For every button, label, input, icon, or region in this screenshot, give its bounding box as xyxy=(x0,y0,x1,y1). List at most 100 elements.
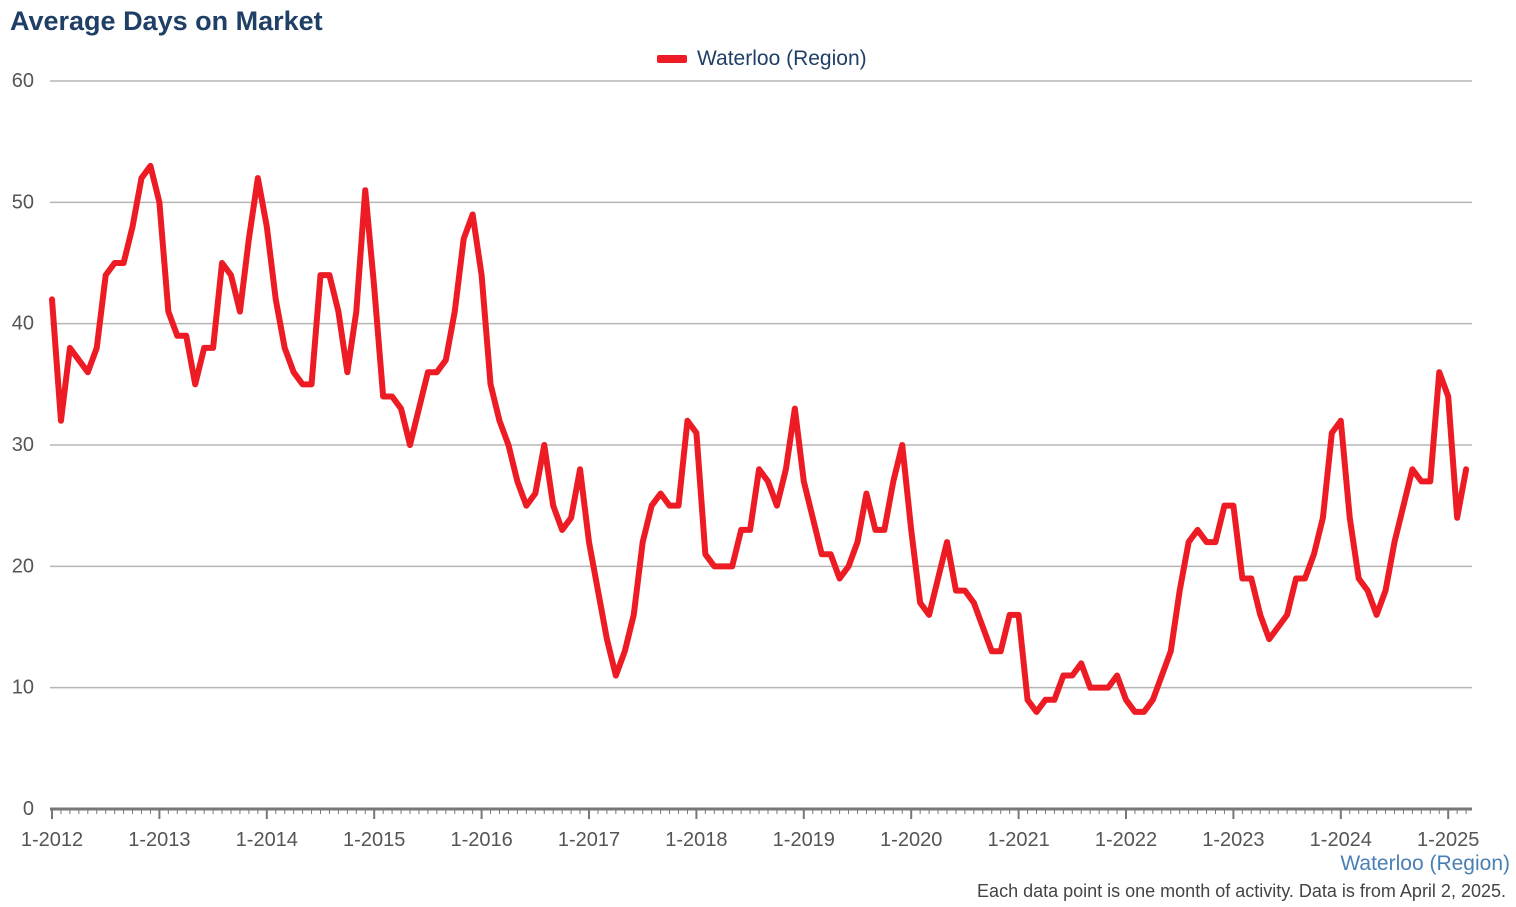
data-point xyxy=(847,565,850,568)
data-point xyxy=(1295,577,1297,580)
data-point xyxy=(713,565,716,568)
x-tick-label: 1-2015 xyxy=(343,829,405,851)
data-point xyxy=(901,444,904,446)
data-point xyxy=(874,529,877,531)
x-tick-label: 1-2025 xyxy=(1417,829,1479,851)
data-point xyxy=(552,504,554,507)
data-point xyxy=(1286,614,1288,616)
data-point xyxy=(973,601,975,604)
data-point xyxy=(883,529,886,531)
data-point xyxy=(1357,577,1360,580)
data-point xyxy=(328,274,331,276)
data-point xyxy=(149,165,152,167)
data-point xyxy=(1107,686,1109,689)
data-point xyxy=(570,517,572,519)
data-point xyxy=(937,577,939,580)
data-point xyxy=(686,419,689,422)
data-point xyxy=(1026,699,1029,701)
data-point xyxy=(319,274,322,276)
data-point xyxy=(364,189,367,191)
data-point xyxy=(1017,614,1020,616)
data-point xyxy=(1035,711,1038,713)
data-point xyxy=(1223,504,1226,507)
footnote: Each data point is one month of activity… xyxy=(977,881,1506,901)
data-point xyxy=(158,201,161,204)
data-point xyxy=(820,553,823,555)
data-point xyxy=(579,468,581,471)
data-point xyxy=(1098,686,1100,689)
x-tick-label: 1-2024 xyxy=(1310,829,1372,851)
data-point xyxy=(597,589,599,592)
x-tick-label: 1-2016 xyxy=(450,829,512,851)
data-point xyxy=(534,492,537,495)
data-point xyxy=(1134,711,1136,713)
grid-lines: 0 10 20 30 40 50 60 xyxy=(12,70,1472,820)
data-point xyxy=(829,553,832,555)
data-point xyxy=(740,529,742,531)
x-tick-label: 1-2012 xyxy=(21,829,83,851)
data-point xyxy=(1071,674,1074,677)
data-point xyxy=(758,468,760,471)
data-point xyxy=(1259,614,1262,616)
data-point xyxy=(1152,699,1154,701)
data-point xyxy=(51,298,53,301)
data-point xyxy=(274,298,277,301)
data-point xyxy=(543,444,546,446)
data-point xyxy=(1429,480,1432,483)
data-point xyxy=(955,589,957,592)
y-tick-label: 10 xyxy=(12,677,34,699)
y-tick-label: 60 xyxy=(12,70,34,92)
data-point xyxy=(507,444,510,446)
data-point xyxy=(1053,699,1056,701)
data-point xyxy=(78,359,80,361)
data-point xyxy=(588,541,590,543)
data-point xyxy=(999,650,1002,653)
x-tick-label: 1-2017 xyxy=(558,829,620,851)
data-point xyxy=(140,177,143,179)
x-tick-label: 1-2013 xyxy=(128,829,190,851)
data-point xyxy=(122,262,125,264)
data-point xyxy=(990,650,993,653)
series-line xyxy=(49,162,1470,715)
data-point xyxy=(1232,504,1235,507)
data-point xyxy=(310,383,313,386)
data-point xyxy=(1143,711,1145,713)
data-point xyxy=(427,371,429,374)
y-tick-label: 20 xyxy=(12,555,34,577)
x-tick-label: 1-2023 xyxy=(1202,829,1264,851)
data-point xyxy=(892,480,895,483)
data-point xyxy=(1465,468,1467,471)
data-point xyxy=(1268,638,1270,640)
x-tick-label: 1-2014 xyxy=(236,829,298,851)
data-point xyxy=(1456,517,1458,519)
data-point xyxy=(480,274,483,276)
y-tick-label: 30 xyxy=(12,434,34,456)
data-point xyxy=(185,335,188,337)
data-point xyxy=(436,371,438,374)
data-point xyxy=(1169,650,1172,653)
data-point xyxy=(1322,517,1324,519)
data-point xyxy=(445,359,447,361)
data-point xyxy=(1393,541,1396,543)
data-point xyxy=(489,383,492,386)
data-point xyxy=(95,347,98,349)
data-point xyxy=(346,371,349,374)
data-point xyxy=(1313,553,1315,555)
data-point xyxy=(1331,432,1333,434)
data-point xyxy=(400,407,402,410)
data-point xyxy=(659,492,662,495)
data-point xyxy=(1250,577,1253,580)
data-point xyxy=(1447,395,1449,398)
data-point xyxy=(221,262,223,264)
source-label: Waterloo (Region) xyxy=(1340,852,1510,875)
data-point xyxy=(60,419,62,422)
data-point xyxy=(1438,371,1441,374)
data-point xyxy=(194,383,196,386)
data-point xyxy=(704,553,707,555)
data-point xyxy=(677,504,680,507)
data-point xyxy=(785,468,787,471)
data-point xyxy=(239,310,241,313)
data-point xyxy=(1161,674,1163,677)
y-tick-label: 40 xyxy=(12,313,34,335)
